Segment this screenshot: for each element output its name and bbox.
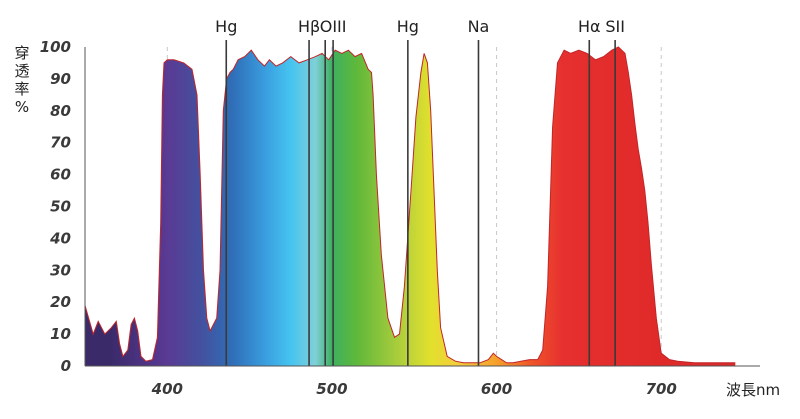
y-tick-10: 10	[50, 325, 71, 343]
x-axis-label: 波長nm	[726, 381, 780, 399]
transmission-outline	[84, 46, 736, 364]
reference-lines	[225, 40, 616, 366]
line-label-3: Hg	[397, 17, 419, 36]
reference-line-labels: Hg Hβ OIII Hg Na Hα SII	[215, 17, 625, 36]
y-tick-50: 50	[50, 198, 71, 216]
y-tick-labels: 0 10 20 30 40 50 60 70 80 90 100	[40, 38, 71, 375]
line-label-5: Hα	[578, 17, 601, 36]
y-tick-90: 90	[50, 70, 71, 88]
x-tick-labels: 400 500 600 700	[151, 380, 677, 398]
line-label-2: OIII	[320, 17, 347, 36]
y-tick-100: 100	[40, 38, 71, 56]
line-label-4: Na	[468, 17, 490, 36]
y-tick-70: 70	[50, 134, 71, 152]
y-tick-30: 30	[50, 261, 71, 279]
x-tick-600: 600	[481, 380, 512, 398]
y-tick-0: 0	[61, 357, 71, 375]
line-label-0: Hg	[215, 17, 237, 36]
y-tick-20: 20	[50, 293, 71, 311]
line-label-1: Hβ	[298, 17, 320, 36]
x-tick-400: 400	[151, 380, 183, 398]
x-tick-700: 700	[646, 380, 677, 398]
y-tick-80: 80	[50, 102, 71, 120]
y-tick-40: 40	[49, 229, 71, 247]
y-tick-60: 60	[50, 166, 71, 184]
line-label-6: SII	[605, 17, 625, 36]
x-tick-500: 500	[316, 380, 347, 398]
y-axis-label: 穿透率%	[14, 44, 29, 116]
